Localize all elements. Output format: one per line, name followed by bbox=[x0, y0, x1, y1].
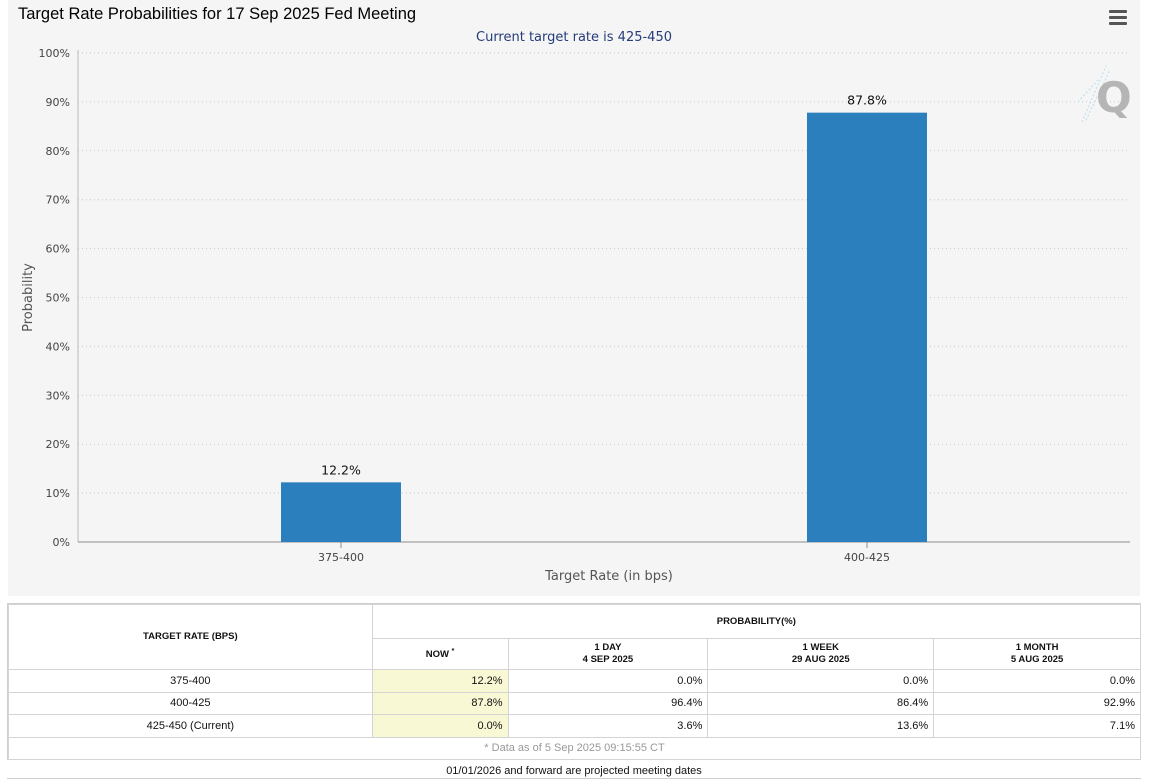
row-1-week: 86.4% bbox=[707, 691, 935, 715]
row-rate: 400-425 bbox=[8, 691, 373, 715]
row-1-day: 96.4% bbox=[507, 691, 709, 715]
header-1-day-label: 1 DAY bbox=[594, 642, 622, 653]
header-1-month: 1 MONTH 5 AUG 2025 bbox=[933, 638, 1141, 670]
header-1-day-date: 4 SEP 2025 bbox=[582, 654, 634, 665]
header-now-label: NOW bbox=[425, 649, 450, 661]
chart-subtitle: Current target rate is 425-450 bbox=[476, 30, 672, 45]
y-tick-label: 40% bbox=[46, 340, 70, 353]
row-1-day: 3.6% bbox=[507, 714, 709, 738]
table-row: 425-450 (Current) 0.0% 3.6% 13.6% 7.1% bbox=[8, 714, 1141, 738]
hamburger-menu-icon[interactable] bbox=[1109, 10, 1127, 25]
row-1-week: 0.0% bbox=[707, 669, 935, 693]
header-1-week-date: 29 AUG 2025 bbox=[791, 654, 850, 665]
y-tick-label: 10% bbox=[46, 487, 70, 500]
probability-table-container: TARGET RATE (BPS) PROBABILITY(%) NOW * 1… bbox=[7, 603, 1142, 760]
header-1-week-label: 1 WEEK bbox=[802, 642, 839, 653]
row-1-month: 7.1% bbox=[933, 714, 1141, 738]
row-1-month: 92.9% bbox=[933, 691, 1141, 715]
table-row: 375-400 12.2% 0.0% 0.0% 0.0% bbox=[8, 669, 1141, 693]
footer-note: 01/01/2026 and forward are projected mee… bbox=[446, 765, 702, 777]
y-tick-label: 50% bbox=[46, 292, 70, 305]
row-1-week: 13.6% bbox=[707, 714, 935, 738]
header-now: NOW * bbox=[371, 638, 509, 670]
bar bbox=[807, 112, 927, 543]
chart-title: Target Rate Probabilities for 17 Sep 202… bbox=[18, 5, 417, 23]
row-now: 12.2% bbox=[371, 669, 509, 693]
y-tick-label: 0% bbox=[53, 536, 70, 549]
header-target-rate: TARGET RATE (BPS) bbox=[8, 604, 373, 670]
header-1-week: 1 WEEK 29 AUG 2025 bbox=[707, 638, 935, 670]
row-1-month: 0.0% bbox=[933, 669, 1141, 693]
data-timestamp-note: * Data as of 5 Sep 2025 09:15:55 CT bbox=[8, 736, 1141, 760]
row-rate: 375-400 bbox=[8, 669, 373, 693]
row-1-day: 0.0% bbox=[507, 669, 709, 693]
chart-panel: Target Rate Probabilities for 17 Sep 202… bbox=[8, 0, 1140, 596]
header-1-month-label: 1 MONTH bbox=[1015, 642, 1059, 653]
header-probability: PROBABILITY(%) bbox=[371, 604, 1142, 639]
x-tick-label: 400-425 bbox=[844, 551, 890, 564]
y-tick-label: 80% bbox=[46, 145, 70, 158]
x-tick-label: 375-400 bbox=[318, 551, 364, 564]
y-tick-label: 70% bbox=[46, 194, 70, 207]
bar bbox=[281, 482, 401, 542]
data-label: 87.8% bbox=[847, 93, 887, 108]
data-label: 12.2% bbox=[321, 462, 361, 477]
header-1-day: 1 DAY 4 SEP 2025 bbox=[507, 638, 709, 670]
y-axis-title: Probability bbox=[21, 263, 36, 332]
y-tick-label: 20% bbox=[46, 438, 70, 451]
y-tick-label: 60% bbox=[46, 243, 70, 256]
header-1-month-date: 5 AUG 2025 bbox=[1010, 654, 1064, 665]
x-axis-title: Target Rate (in bps) bbox=[544, 569, 673, 584]
row-rate: 425-450 (Current) bbox=[8, 714, 373, 738]
y-tick-label: 30% bbox=[46, 389, 70, 402]
row-now: 0.0% bbox=[371, 714, 509, 738]
header-now-mark: * bbox=[451, 648, 455, 656]
row-now: 87.8% bbox=[371, 691, 509, 715]
quikstrike-q-logo-icon: Q bbox=[1078, 65, 1132, 123]
probability-table: TARGET RATE (BPS) PROBABILITY(%) NOW * 1… bbox=[8, 604, 1142, 760]
y-tick-label: 100% bbox=[39, 47, 70, 60]
y-tick-label: 90% bbox=[46, 96, 70, 109]
bar-chart: 0% 10% 20% 30% 40% 50% 60% 70% 80% 90% 100% 12.2% 37… bbox=[21, 47, 1130, 584]
table-row: 400-425 87.8% 96.4% 86.4% 92.9% bbox=[8, 691, 1141, 715]
footer-divider bbox=[7, 778, 1141, 779]
svg-text:Q: Q bbox=[1096, 73, 1132, 122]
